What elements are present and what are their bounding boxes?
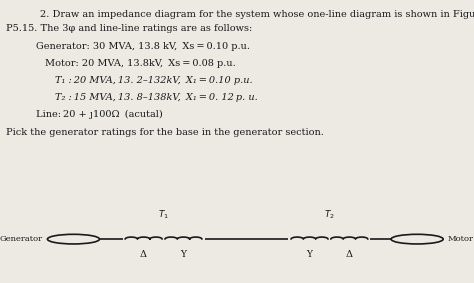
- Text: $T_2$: $T_2$: [324, 209, 335, 221]
- FancyBboxPatch shape: [288, 237, 370, 241]
- Text: Y: Y: [181, 250, 186, 259]
- Text: 2. Draw an impedance diagram for the system whose one-line diagram is shown in F: 2. Draw an impedance diagram for the sys…: [40, 10, 474, 19]
- Text: $T_1$: $T_1$: [158, 209, 169, 221]
- Text: Motor: 20 MVA, 13.8kV,  Χs = 0.08 p.u.: Motor: 20 MVA, 13.8kV, Χs = 0.08 p.u.: [45, 59, 236, 68]
- FancyBboxPatch shape: [122, 237, 205, 241]
- Text: Generator: Generator: [0, 235, 43, 243]
- Text: Δ: Δ: [346, 250, 353, 259]
- Text: Motor: Motor: [448, 235, 474, 243]
- Text: Pick the generator ratings for the base in the generator section.: Pick the generator ratings for the base …: [6, 128, 324, 137]
- Text: Line: 20 + ȷ100Ω  (acutal): Line: 20 + ȷ100Ω (acutal): [36, 110, 162, 119]
- Text: P5.15. The 3φ and line-line ratings are as follows:: P5.15. The 3φ and line-line ratings are …: [6, 24, 252, 33]
- Text: Y: Y: [307, 250, 312, 259]
- Text: Generator: 30 MVA, 13.8 kV,  Χs = 0.10 p.u.: Generator: 30 MVA, 13.8 kV, Χs = 0.10 p.…: [36, 42, 249, 52]
- Text: T₁ : 20 MVA, 13. 2–132kV,  X₁ = 0.10 p.u.: T₁ : 20 MVA, 13. 2–132kV, X₁ = 0.10 p.u.: [55, 76, 252, 85]
- Text: T₂ : 15 MVA, 13. 8–138kV,  X₁ = 0. 12 p. u.: T₂ : 15 MVA, 13. 8–138kV, X₁ = 0. 12 p. …: [55, 93, 257, 102]
- Text: Δ: Δ: [140, 250, 147, 259]
